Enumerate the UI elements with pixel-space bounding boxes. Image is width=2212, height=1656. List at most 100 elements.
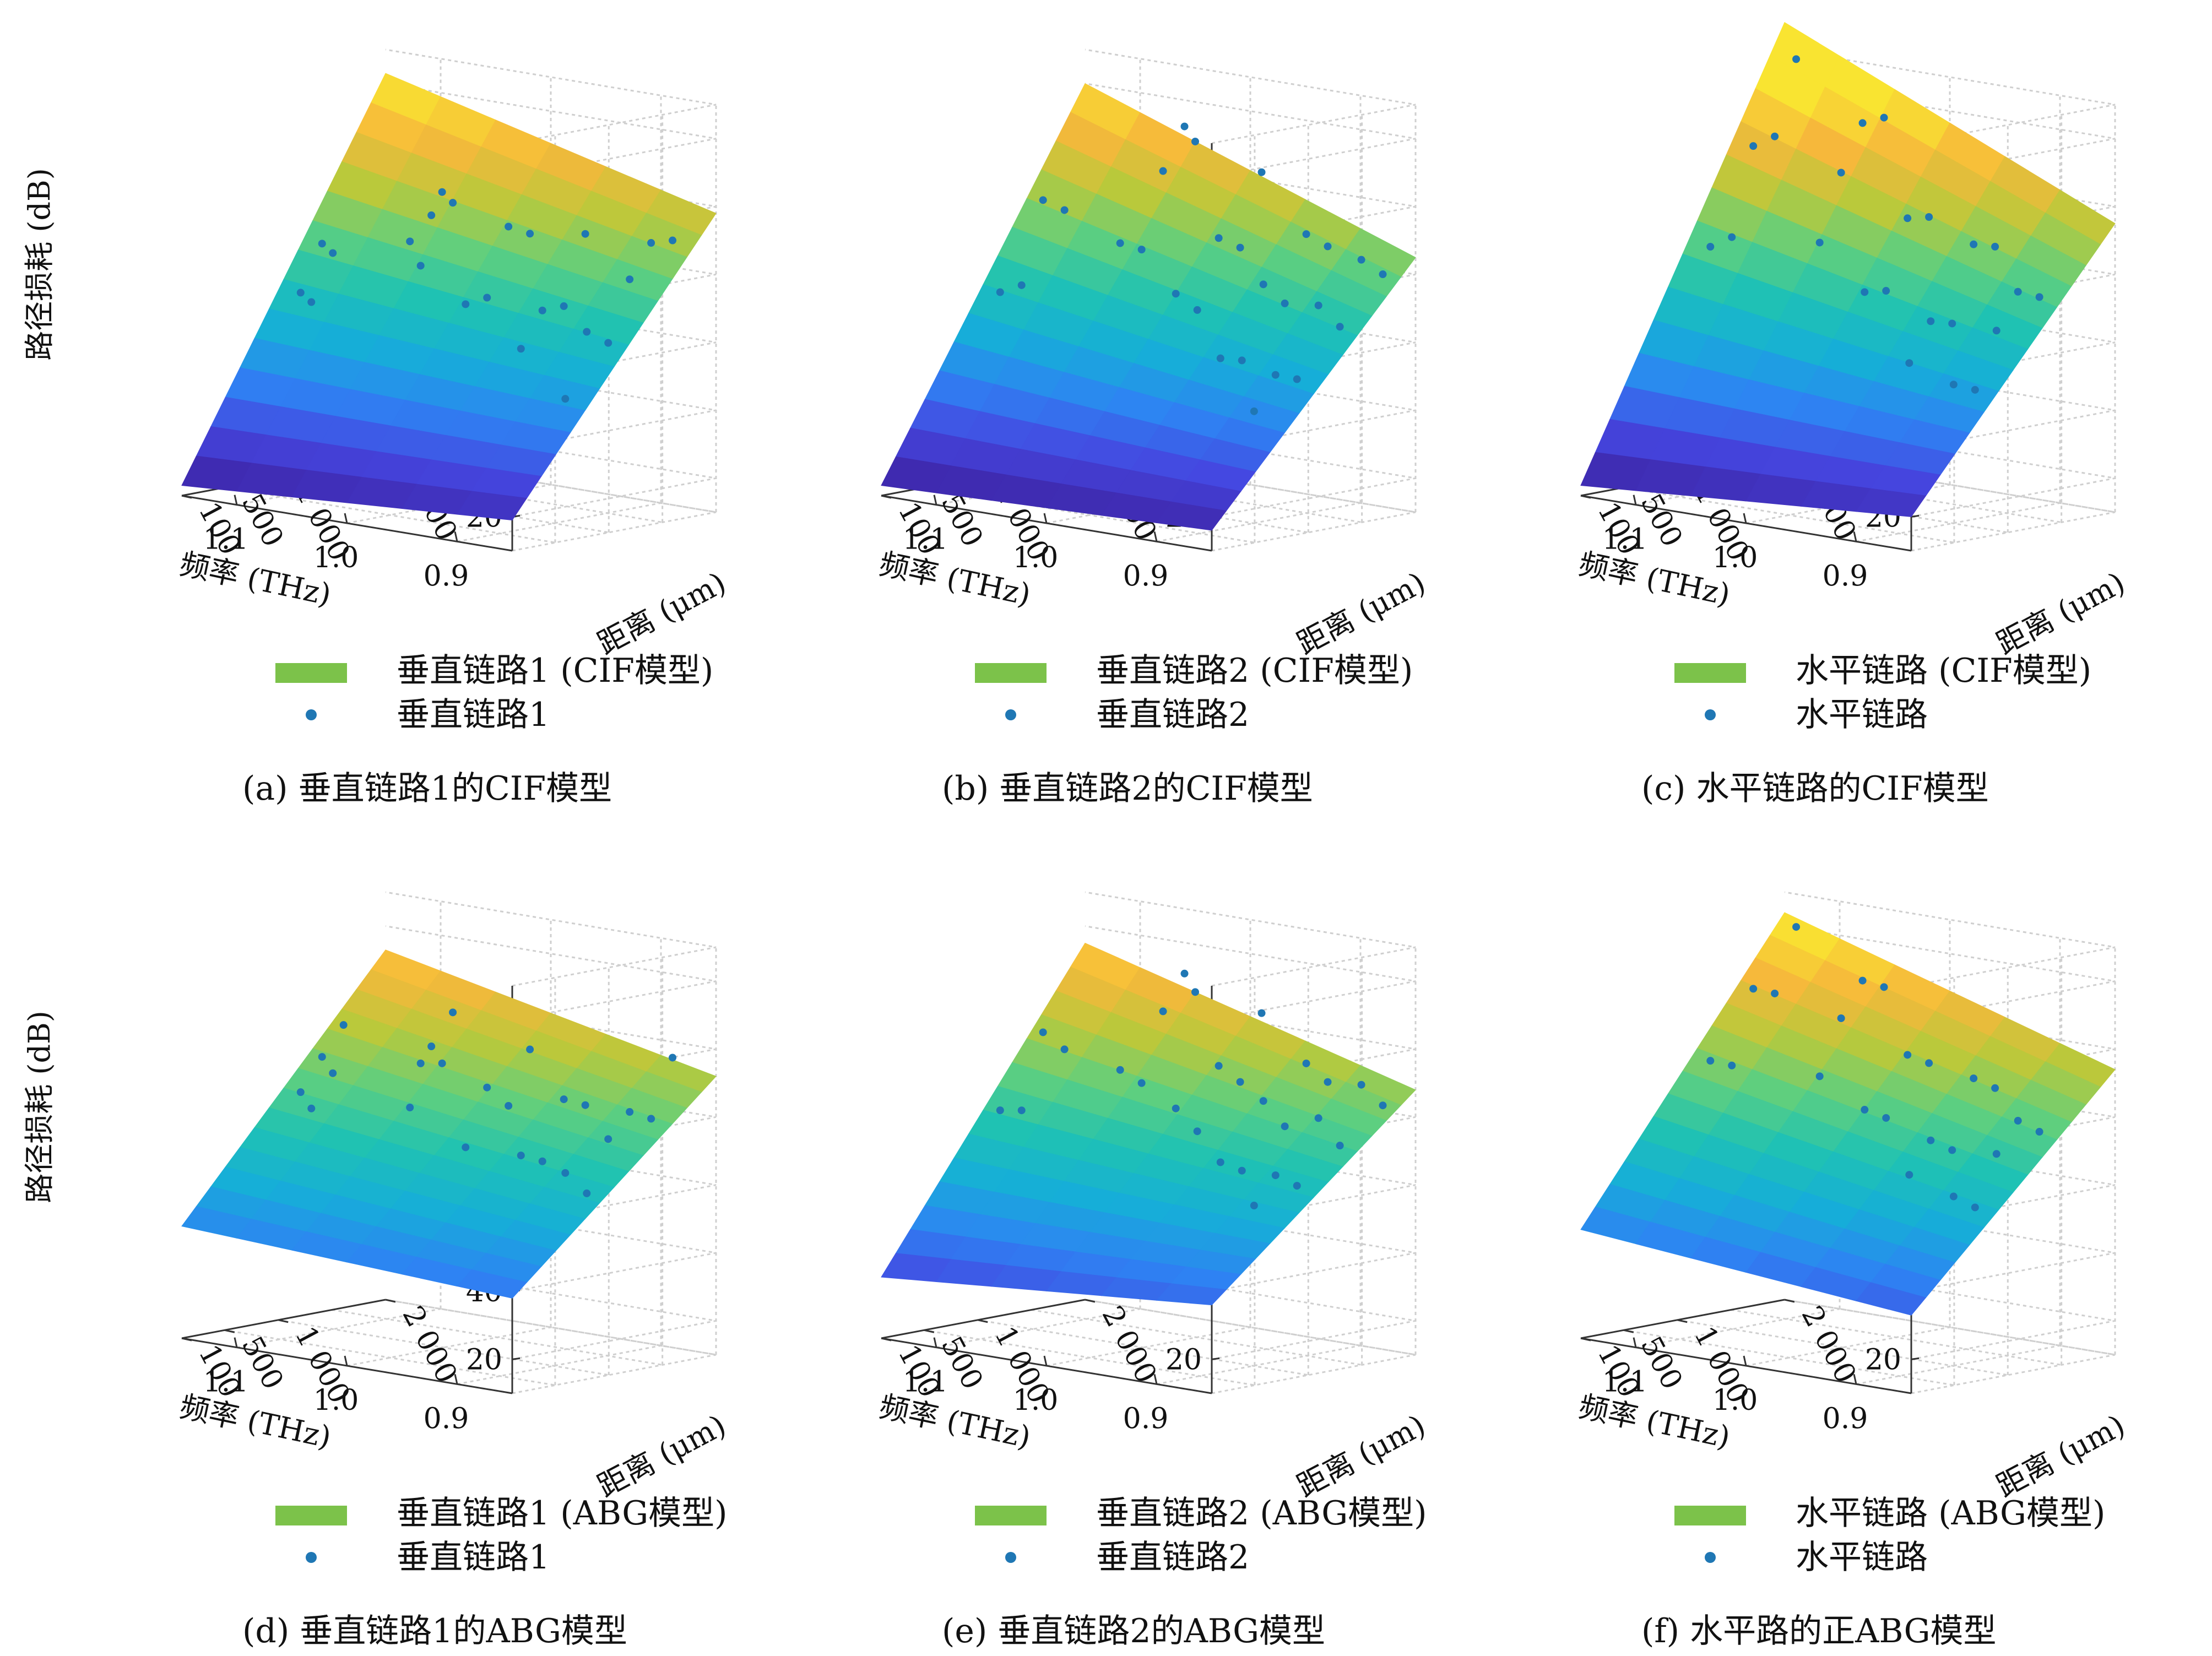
legend-point-swatch xyxy=(306,1552,317,1563)
legend-surface-swatch xyxy=(1674,663,1746,683)
distance-axis-title: 距离 (μm) xyxy=(1991,565,2131,661)
freq-tick-label: 1.0 xyxy=(313,541,359,574)
freq-tick-label: 1.0 xyxy=(1013,541,1059,574)
grid-line xyxy=(936,1308,1141,1349)
grid-line xyxy=(278,1319,609,1376)
freq-tick xyxy=(234,495,238,505)
grid-line xyxy=(924,1329,1255,1386)
measured-point xyxy=(1281,1122,1289,1131)
legend-surface-label: 垂直链路2 (CIF模型) xyxy=(1096,651,1413,690)
legend-point-label: 垂直链路2 xyxy=(1096,696,1249,734)
measured-point xyxy=(483,294,491,302)
measured-point xyxy=(526,230,534,238)
freq-axis-title: 频率 (THz) xyxy=(177,1389,334,1455)
freq-axis-title: 频率 (THz) xyxy=(177,546,334,612)
measured-point xyxy=(1180,122,1189,131)
measured-point xyxy=(1771,132,1779,140)
grid-line xyxy=(385,891,717,987)
distance-tick xyxy=(924,1329,935,1333)
freq-tick-label: 0.9 xyxy=(1823,1402,1868,1435)
measured-point xyxy=(1238,356,1246,365)
measured-point xyxy=(1925,1059,1933,1067)
measured-point xyxy=(1837,1014,1845,1022)
distance-axis-title: 距离 (μm) xyxy=(592,565,732,661)
legend-surface-label: 垂直链路1 (ABG模型) xyxy=(397,1494,728,1533)
z-tick-label: 20 xyxy=(1165,1343,1202,1376)
distance-tick xyxy=(1784,1299,1795,1303)
measured-point xyxy=(560,1095,568,1104)
measured-points xyxy=(996,969,1387,1210)
z-tick-label: 20 xyxy=(1865,1343,1901,1376)
z-tick-label: 20 xyxy=(466,1343,502,1376)
z-tick xyxy=(1911,1357,1920,1360)
grid-line xyxy=(1623,1329,1955,1386)
legend-point-swatch xyxy=(1705,1552,1716,1563)
distance-axis-line xyxy=(181,1299,386,1339)
grid-line xyxy=(1856,502,2061,542)
freq-tick-label: 0.9 xyxy=(1823,560,1868,593)
measured-point xyxy=(1880,113,1888,122)
measured-point xyxy=(1728,1061,1736,1069)
measured-point xyxy=(427,211,436,219)
measured-point xyxy=(296,289,305,297)
freq-tick xyxy=(1043,513,1048,524)
z-tick xyxy=(512,1357,521,1360)
grid-line xyxy=(224,486,556,544)
measured-point xyxy=(1259,280,1267,289)
grid-line xyxy=(1085,891,1416,987)
measured-point xyxy=(1137,246,1146,254)
measured-point xyxy=(1905,359,1913,367)
distance-tick xyxy=(181,495,192,499)
measured-point xyxy=(1880,983,1888,991)
grid-line xyxy=(236,1308,441,1349)
measured-point xyxy=(1180,969,1189,978)
measured-point xyxy=(329,249,337,257)
grid-line xyxy=(1745,1326,1950,1367)
measured-point xyxy=(462,1143,470,1152)
freq-tick-label: 1.0 xyxy=(313,1384,359,1417)
z-tick xyxy=(1211,1357,1220,1360)
measured-point xyxy=(561,395,570,403)
measured-point xyxy=(1749,985,1758,993)
measured-point xyxy=(626,275,634,284)
measured-point xyxy=(1238,1166,1246,1175)
measured-point xyxy=(1970,1074,1978,1083)
distance-tick xyxy=(977,1319,988,1323)
freq-tick-label: 1.1 xyxy=(203,1366,249,1399)
measured-point xyxy=(538,1157,546,1165)
panel-caption: (a) 垂直链路1的CIF模型 xyxy=(242,769,612,808)
measured-point xyxy=(307,298,316,306)
measured-point xyxy=(406,1104,414,1112)
measured-point xyxy=(996,288,1004,296)
model-surface xyxy=(1580,912,2116,1316)
measured-point xyxy=(1815,1072,1824,1081)
measured-point xyxy=(505,1101,513,1110)
legend-surface-label: 垂直链路2 (ABG模型) xyxy=(1096,1494,1427,1533)
grid-line xyxy=(224,1329,556,1386)
freq-tick xyxy=(1743,513,1747,524)
freq-tick xyxy=(454,1374,458,1384)
measured-point xyxy=(449,1008,457,1017)
measured-point xyxy=(318,1053,326,1061)
measured-point xyxy=(449,199,457,207)
measured-point xyxy=(296,1088,305,1096)
freq-axis-title: 频率 (THz) xyxy=(876,546,1034,612)
freq-tick-label: 1.0 xyxy=(1712,541,1758,574)
measured-point xyxy=(604,1135,612,1143)
measured-point xyxy=(1236,243,1244,252)
distance-axis-title: 距离 (μm) xyxy=(1991,1408,2131,1504)
distance-axis-title: 距离 (μm) xyxy=(1292,565,1432,661)
measured-point xyxy=(1193,1127,1201,1136)
freq-tick-label: 1.1 xyxy=(903,523,948,556)
measured-point xyxy=(1271,371,1280,379)
distance-tick xyxy=(881,495,892,499)
measured-point xyxy=(1293,375,1301,383)
measured-point xyxy=(438,1059,446,1067)
surface-cell xyxy=(1856,488,1927,517)
measured-point xyxy=(462,300,470,308)
measured-point xyxy=(1861,1106,1869,1114)
grid-line xyxy=(1784,891,2116,987)
measured-point xyxy=(1706,1057,1715,1065)
grid-line xyxy=(1156,502,1361,542)
